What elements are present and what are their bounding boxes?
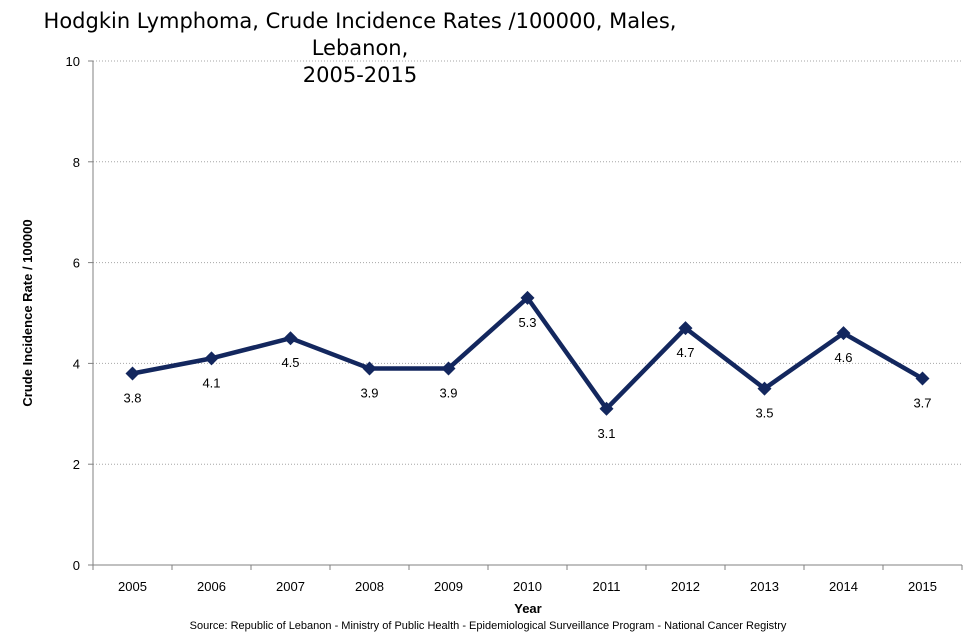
gridlines xyxy=(93,60,962,465)
data-label-2007: 4.5 xyxy=(281,355,299,370)
data-point-2013 xyxy=(757,381,772,396)
data-label-2009: 3.9 xyxy=(439,385,457,400)
y-tick-label-6: 6 xyxy=(73,256,80,271)
y-tick-label-2: 2 xyxy=(73,457,80,472)
data-point-2009 xyxy=(441,361,456,376)
data-label-2013: 3.5 xyxy=(755,406,773,421)
x-tick-label-2005: 2005 xyxy=(118,579,147,594)
data-label-2014: 4.6 xyxy=(834,350,852,365)
data-point-2006 xyxy=(204,351,219,366)
chart-title: Hodgkin Lymphoma, Crude Incidence Rates … xyxy=(0,8,720,89)
data-point-2014 xyxy=(836,326,851,341)
data-point-2015 xyxy=(915,371,930,386)
y-tick-labels: 0 2 4 6 8 10 xyxy=(66,54,80,573)
axes xyxy=(88,60,963,570)
data-label-2012: 4.7 xyxy=(676,345,694,360)
x-tick-label-2013: 2013 xyxy=(750,579,779,594)
data-series xyxy=(125,290,930,416)
chart-title-line-2: 2005-2015 xyxy=(302,63,418,87)
data-label-2006: 4.1 xyxy=(202,375,220,390)
y-tick-label-0: 0 xyxy=(73,558,80,573)
x-tick-label-2006: 2006 xyxy=(197,579,226,594)
x-axis-title: Year xyxy=(514,601,541,616)
chart-title-line-1: Hodgkin Lymphoma, Crude Incidence Rates … xyxy=(43,9,677,60)
data-point-2008 xyxy=(362,361,377,376)
x-tick-label-2012: 2012 xyxy=(671,579,700,594)
y-tick-label-10: 10 xyxy=(66,54,80,69)
source-note: Source: Republic of Lebanon - Ministry o… xyxy=(189,620,787,632)
data-label-2011: 3.1 xyxy=(597,426,615,441)
x-tick-label-2009: 2009 xyxy=(434,579,463,594)
x-tick-label-2010: 2010 xyxy=(513,579,542,594)
data-point-2012 xyxy=(678,321,693,336)
data-label-2005: 3.8 xyxy=(123,390,141,405)
data-label-2015: 3.7 xyxy=(913,396,931,411)
data-point-2005 xyxy=(125,366,140,381)
data-label-2010: 5.3 xyxy=(518,315,536,330)
x-tick-label-2015: 2015 xyxy=(908,579,937,594)
data-point-2007 xyxy=(283,331,298,346)
x-tick-label-2007: 2007 xyxy=(276,579,305,594)
data-label-2008: 3.9 xyxy=(360,385,378,400)
data-labels: 3.8 4.1 4.5 3.9 3.9 5.3 3.1 4.7 3.5 4.6 3.7 xyxy=(123,315,931,441)
data-point-2010 xyxy=(520,290,535,305)
x-tick-label-2011: 2011 xyxy=(593,579,621,594)
x-tick-labels: 2005 2006 2007 2008 2009 2010 2011 2012 2013 2014… xyxy=(118,579,937,594)
y-axis-title: Crude Incidence Rate / 100000 xyxy=(20,219,35,406)
y-tick-label-8: 8 xyxy=(73,155,80,170)
x-tick-label-2008: 2008 xyxy=(355,579,384,594)
data-point-2011 xyxy=(599,401,614,416)
y-tick-label-4: 4 xyxy=(73,356,80,371)
x-tick-label-2014: 2014 xyxy=(829,579,858,594)
